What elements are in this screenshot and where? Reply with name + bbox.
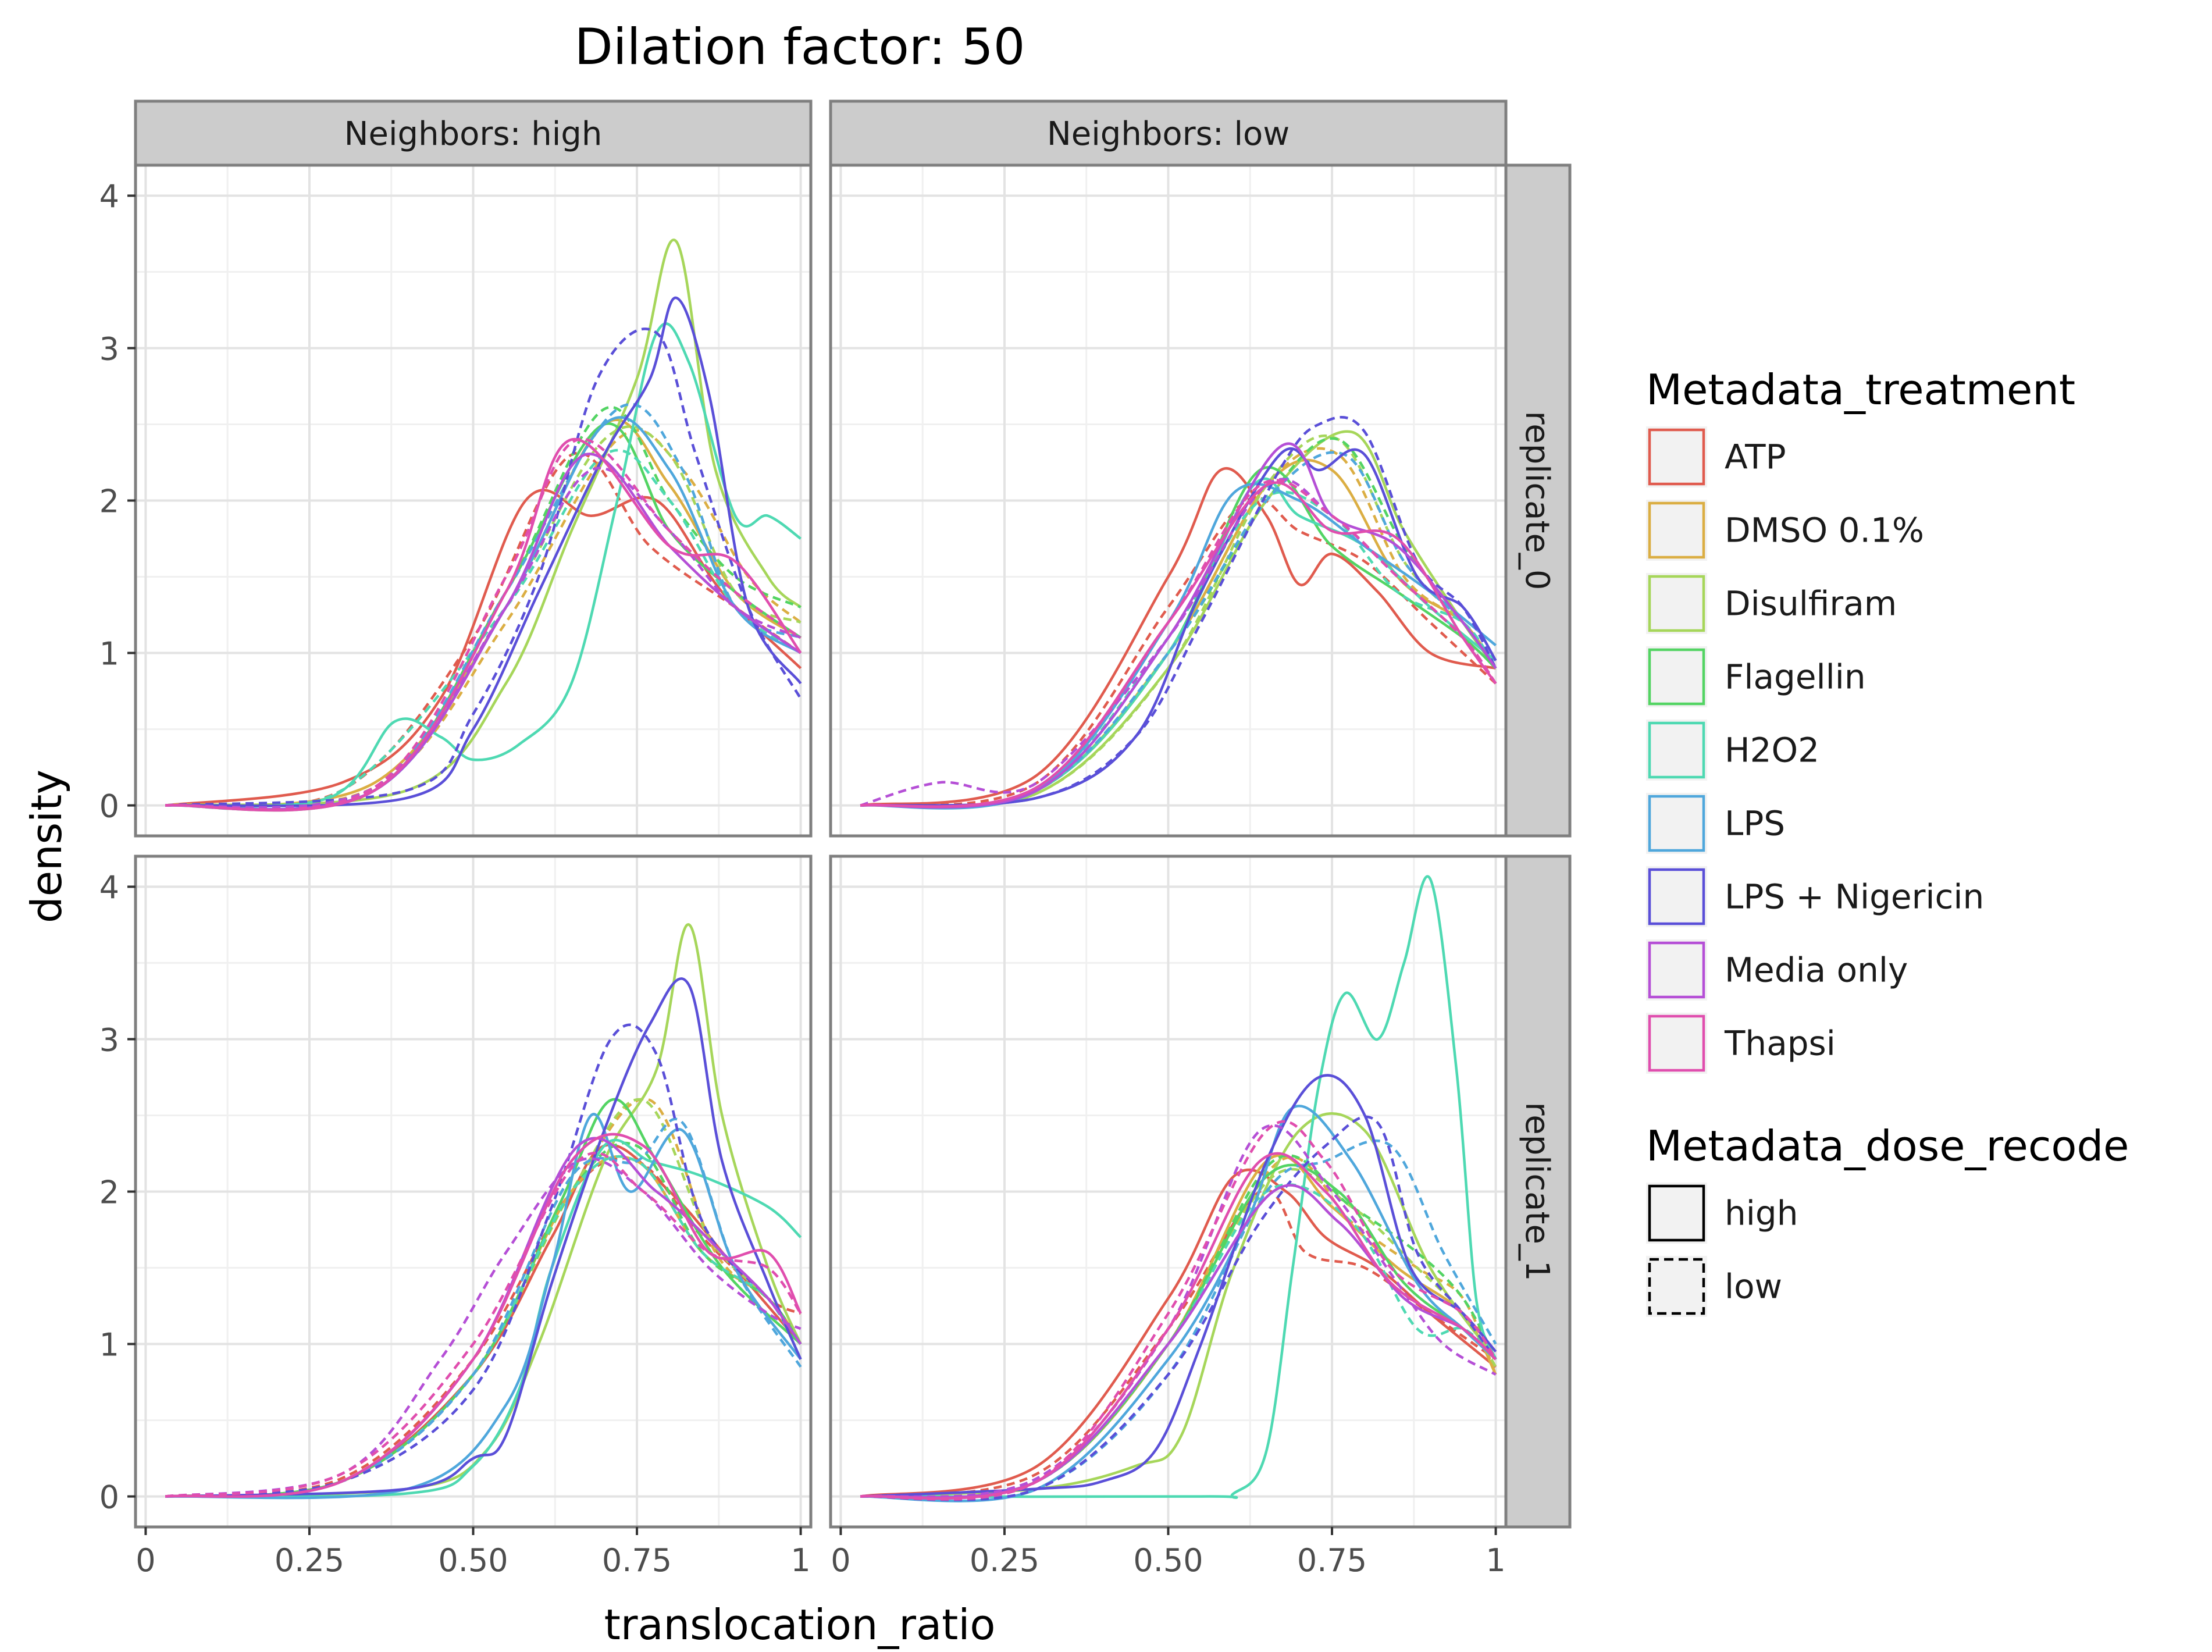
legend-label: Thapsi	[1724, 1024, 1836, 1063]
x-tick-label: 0.75	[1297, 1542, 1367, 1579]
y-axis-label: density	[22, 770, 71, 923]
density-line-h2o2-high	[860, 875, 1497, 1499]
legend-label: DMSO 0.1%	[1725, 511, 1924, 550]
x-tick-label: 0.50	[438, 1542, 508, 1579]
density-line-thapsi-low	[165, 437, 802, 811]
legend-key	[1646, 1013, 1707, 1074]
y-tick-label: 0	[99, 1479, 119, 1516]
x-tick-label: 0.25	[275, 1542, 344, 1579]
density-line-lps-low	[165, 403, 802, 810]
density-line-thapsi-high	[165, 437, 802, 812]
x-tick-label: 0.25	[970, 1542, 1039, 1579]
density-line-media-only-low	[165, 1157, 802, 1498]
x-axis-label: translocation_ratio	[604, 1600, 996, 1649]
facet-strip-column	[829, 99, 1508, 167]
y-tick-label: 4	[99, 178, 119, 215]
legend-swatch	[1648, 941, 1705, 999]
density-line-h2o2-high	[165, 322, 802, 808]
legend-label: low	[1725, 1267, 1782, 1306]
density-line-media-only-low	[860, 478, 1497, 807]
panel-high-rep0: 0 1 2 3 4 Neighbors: high	[99, 99, 813, 838]
density-line-atp-high	[860, 1168, 1497, 1498]
density-line-media-only-low	[860, 1124, 1497, 1498]
legend-label: LPS + Nigericin	[1725, 877, 1984, 917]
legend-swatch	[1648, 721, 1705, 779]
legend-label: ATP	[1725, 437, 1786, 477]
y-tick-label: 2	[99, 1174, 119, 1211]
legend-key	[1646, 1183, 1707, 1244]
y-tick-label: 2	[99, 483, 119, 520]
density-line-lps-nigericin-high	[860, 1074, 1497, 1498]
x-tick-label: 1	[790, 1542, 810, 1579]
density-line-lps-nigericin-low	[165, 327, 802, 807]
facet-strip-label: Neighbors: high	[344, 115, 603, 153]
y-tick-label: 1	[99, 1327, 119, 1363]
legend-label: Media only	[1725, 950, 1908, 990]
density-line-lps-low	[165, 1117, 802, 1498]
density-line-thapsi-low	[165, 1151, 802, 1498]
legend-linetype-swatch	[1648, 1184, 1705, 1242]
facet-strip-label: replicate_0	[1518, 411, 1556, 590]
legend-swatch	[1648, 795, 1705, 852]
x-tick-label: 0.75	[602, 1542, 672, 1579]
legend-swatch	[1648, 868, 1705, 925]
legend-label: Flagellin	[1725, 657, 1866, 697]
y-tick-label: 3	[99, 1021, 119, 1058]
y-tick-label: 3	[99, 330, 119, 367]
legend-key	[1646, 1256, 1707, 1317]
facet-strip-label: Neighbors: low	[1047, 115, 1290, 153]
density-line-lps-nigericin-high	[165, 296, 802, 807]
y-tick-label: 0	[99, 788, 119, 825]
panel-low-rep1: 0 0.25 0.50 0.75 1 replicate_1	[829, 855, 1572, 1579]
legend-title-dose: Metadata_dose_recode	[1646, 1121, 2129, 1170]
legend-label: high	[1725, 1194, 1798, 1233]
density-line-h2o2-low	[165, 449, 802, 811]
legend-key	[1646, 646, 1707, 707]
panel-high-rep1: 0 1 2 3 4 0 0.25 0.50 0.75 1	[99, 855, 813, 1579]
density-line-media-only-low	[165, 467, 802, 809]
legend-swatch	[1648, 428, 1705, 486]
legend-key	[1646, 720, 1707, 781]
legend-label: LPS	[1725, 804, 1785, 843]
density-line-thapsi-low	[860, 1120, 1497, 1501]
legend-key	[1646, 793, 1707, 854]
density-line-thapsi-high	[165, 1133, 802, 1498]
legend-label: Disulfiram	[1725, 584, 1897, 624]
legend-swatch	[1648, 501, 1705, 559]
legend-swatch	[1648, 1014, 1705, 1072]
legend-key	[1646, 500, 1707, 561]
legend-title-treatment: Metadata_treatment	[1646, 365, 2075, 414]
legend: Metadata_treatment ATP DMSO 0.1% Disulfiram…	[1646, 365, 2129, 1317]
density-line-thapsi-low	[860, 479, 1497, 808]
legend-linetype-swatch	[1648, 1258, 1705, 1315]
legend-key	[1646, 426, 1707, 487]
density-line-atp-low	[860, 1188, 1497, 1498]
density-line-atp-low	[860, 496, 1497, 807]
chart-title: Dilation factor: 50	[575, 18, 1025, 76]
facet-strip-column	[134, 99, 813, 167]
x-tick-label: 0.50	[1133, 1542, 1203, 1579]
y-tick-label: 1	[99, 636, 119, 672]
facet-strip-row	[1504, 855, 1572, 1529]
x-tick-label: 0	[136, 1542, 155, 1579]
legend-label: H2O2	[1725, 731, 1819, 770]
x-tick-label: 1	[1486, 1542, 1505, 1579]
x-tick-label: 0	[831, 1542, 850, 1579]
density-line-disulfiram-high	[165, 923, 802, 1498]
density-line-lps-nigericin-low	[165, 1023, 802, 1498]
density-line-lps-nigericin-low	[860, 416, 1497, 807]
panel-low-rep0: Neighbors: low replicate_0	[829, 99, 1572, 838]
density-line-lps-nigericin-low	[860, 1115, 1497, 1501]
facet-strip-label: replicate_1	[1518, 1102, 1556, 1281]
legend-key	[1646, 866, 1707, 927]
legend-swatch	[1648, 648, 1705, 706]
legend-key	[1646, 939, 1707, 1001]
legend-swatch	[1648, 575, 1705, 632]
facet-strip-row	[1504, 163, 1572, 838]
legend-key	[1646, 573, 1707, 634]
density-line-lps-nigericin-high	[165, 977, 802, 1498]
y-tick-label: 4	[99, 869, 119, 906]
